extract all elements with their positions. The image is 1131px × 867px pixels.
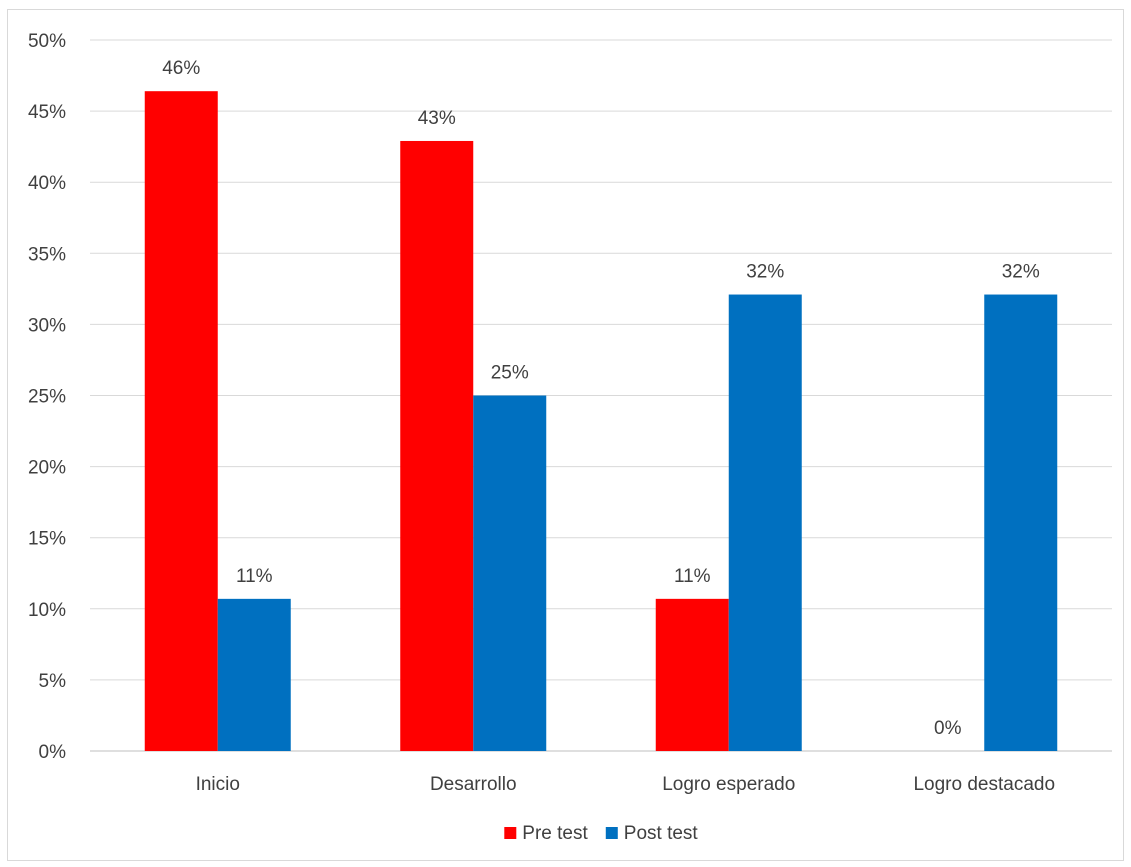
data-label: 32% — [1002, 262, 1040, 283]
data-label: 25% — [491, 363, 529, 384]
y-tick-label: 50% — [28, 31, 66, 52]
bar-pre-test — [144, 91, 218, 751]
y-tick-label: 15% — [28, 529, 66, 550]
legend-label: Pre test — [522, 823, 588, 844]
legend-swatch — [605, 827, 618, 839]
y-tick-label: 45% — [28, 102, 66, 123]
y-tick-label: 30% — [28, 315, 66, 336]
y-tick-label: 5% — [39, 671, 67, 692]
bar-post-test — [728, 294, 802, 751]
x-tick-label: Desarrollo — [430, 774, 517, 795]
bar-pre-test — [400, 140, 474, 751]
x-tick-label: Logro esperado — [662, 774, 795, 795]
bar-post-test — [217, 598, 291, 751]
data-label: 0% — [934, 718, 962, 739]
x-tick-label: Logro destacado — [913, 774, 1055, 795]
y-tick-label: 35% — [28, 244, 66, 265]
x-axis: Inicio Desarrollo Logro esperado Logro dest… — [196, 774, 1055, 795]
y-axis: 0% 5% 10% 15% 20% 25% 30% 35% 40% 45% 50% — [28, 31, 66, 763]
legend-label: Post test — [624, 823, 699, 844]
data-label: 46% — [162, 58, 200, 79]
y-tick-label: 40% — [28, 173, 66, 194]
bar-pre-test — [655, 598, 729, 751]
legend-swatch — [504, 827, 517, 839]
data-label: 32% — [746, 262, 784, 283]
y-tick-label: 25% — [28, 387, 66, 408]
data-label: 11% — [674, 566, 711, 587]
y-tick-label: 10% — [28, 600, 66, 621]
bar-post-test — [473, 395, 547, 751]
data-label: 11% — [236, 566, 273, 587]
bars — [144, 91, 1058, 751]
y-tick-label: 20% — [28, 458, 66, 479]
y-tick-label: 0% — [39, 742, 67, 763]
x-tick-label: Inicio — [196, 774, 240, 795]
bar-post-test — [984, 294, 1058, 751]
legend: Pre test Post test — [504, 823, 698, 844]
data-labels: 46% 11% 43% 25% 11% 32% 0% 32% — [162, 58, 1040, 739]
data-label: 43% — [418, 108, 456, 129]
